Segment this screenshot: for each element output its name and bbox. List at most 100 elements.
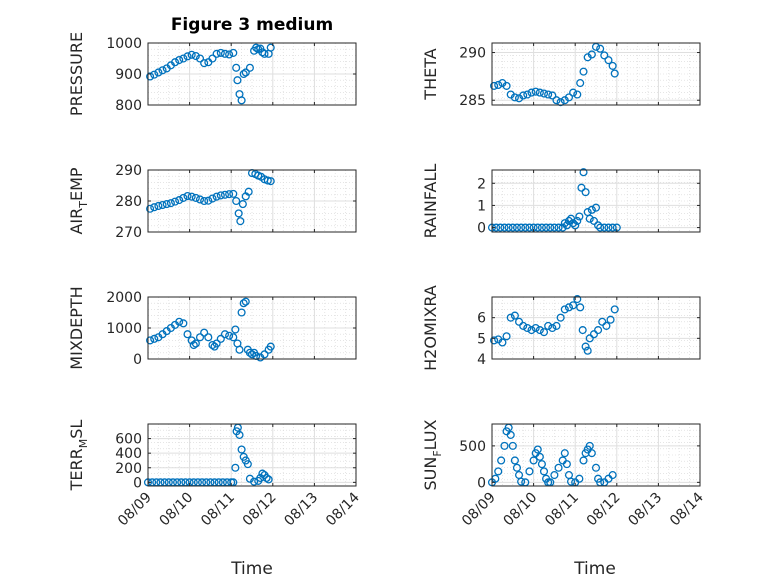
data-point — [600, 51, 609, 60]
data-point — [245, 348, 254, 357]
data-point — [195, 333, 205, 342]
x-axis-label-right: Time — [573, 559, 616, 579]
data-point — [212, 339, 221, 348]
y-axis-label: MIXDEPTH — [67, 286, 86, 369]
data-point — [508, 223, 517, 232]
data-point — [535, 88, 544, 97]
x-tick-label: 08/14 — [323, 489, 363, 529]
data-point — [529, 456, 538, 465]
data-point — [229, 333, 238, 342]
data-point — [546, 223, 555, 232]
data-point — [569, 301, 578, 310]
data-point — [608, 471, 617, 480]
data-point — [158, 200, 167, 210]
x-tick-label: 08/13 — [625, 490, 665, 530]
data-point — [189, 340, 198, 350]
data-point — [252, 43, 261, 52]
data-point — [550, 223, 559, 232]
data-point — [187, 50, 196, 59]
data-point — [552, 96, 561, 105]
data-point — [533, 223, 542, 232]
data-point — [577, 183, 586, 192]
x-tick-label: 08/12 — [240, 490, 280, 530]
data-point — [537, 223, 546, 232]
y-axis-label: TERRMSL — [67, 420, 90, 492]
data-point — [496, 223, 505, 232]
data-point — [195, 54, 205, 63]
y-tick-label: 500 — [459, 439, 486, 455]
data-point — [587, 50, 596, 59]
data-point — [573, 295, 582, 304]
data-point — [225, 331, 234, 340]
data-point — [608, 223, 617, 232]
data-point — [537, 460, 546, 469]
data-point — [179, 319, 188, 328]
figure-title: Figure 3 medium — [171, 15, 333, 35]
data-point — [527, 88, 536, 97]
data-point — [212, 192, 221, 201]
x-tick-label: 08/11 — [198, 490, 238, 530]
data-point — [544, 321, 553, 330]
data-point — [235, 345, 244, 354]
data-point — [569, 88, 578, 97]
data-point — [589, 330, 598, 339]
data-point — [585, 214, 594, 223]
y-tick-label: 285 — [459, 93, 486, 109]
x-tick-label: 08/13 — [281, 490, 321, 530]
data-point — [579, 67, 588, 76]
data-point — [594, 326, 603, 335]
data-point — [241, 297, 250, 306]
subplot-mixdepth: 0 1000 2000 MIXDEPTH — [67, 286, 357, 370]
data-point — [245, 63, 254, 72]
data-point — [146, 72, 155, 81]
data-point — [550, 471, 559, 480]
data-point — [154, 201, 163, 211]
data-point — [150, 70, 159, 79]
data-point — [523, 90, 532, 99]
data-point — [208, 340, 217, 350]
data-point — [519, 321, 528, 330]
data-point — [564, 93, 574, 102]
axes-box — [491, 423, 701, 487]
data-point — [517, 223, 526, 232]
data-point — [610, 305, 619, 314]
data-point — [229, 48, 238, 57]
data-point — [512, 223, 522, 232]
data-point — [575, 474, 584, 483]
data-point — [539, 467, 549, 476]
y-axis-label: PRESSURE — [67, 32, 86, 116]
y-tick-label: 0 — [133, 475, 142, 491]
data-point — [560, 305, 569, 314]
data-point — [166, 199, 175, 208]
data-point — [600, 223, 609, 232]
y-tick-label: 800 — [115, 98, 142, 114]
y-tick-label: 0 — [477, 221, 486, 237]
data-point — [183, 191, 192, 201]
y-tick-label: 280 — [115, 194, 142, 210]
data-point — [162, 200, 171, 209]
axes-box — [491, 169, 701, 233]
data-point — [502, 332, 511, 341]
data-point — [525, 223, 534, 232]
data-point — [578, 326, 587, 335]
subplot-pressure: 800 900 1000 PRESSURE — [67, 32, 357, 116]
data-point — [581, 342, 590, 351]
y-tick-label: 2000 — [106, 290, 142, 306]
data-point — [232, 196, 241, 206]
data-point — [571, 221, 580, 230]
data-point — [494, 80, 503, 90]
data-point — [179, 193, 188, 202]
data-point — [237, 308, 246, 317]
data-point — [606, 315, 615, 324]
data-point — [237, 445, 246, 454]
data-point — [258, 469, 267, 478]
data-point — [581, 188, 590, 197]
data-point — [554, 223, 563, 232]
data-point — [587, 449, 596, 458]
data-point — [500, 223, 509, 232]
data-point — [212, 49, 221, 58]
data-point — [585, 334, 594, 343]
data-point — [562, 460, 571, 469]
